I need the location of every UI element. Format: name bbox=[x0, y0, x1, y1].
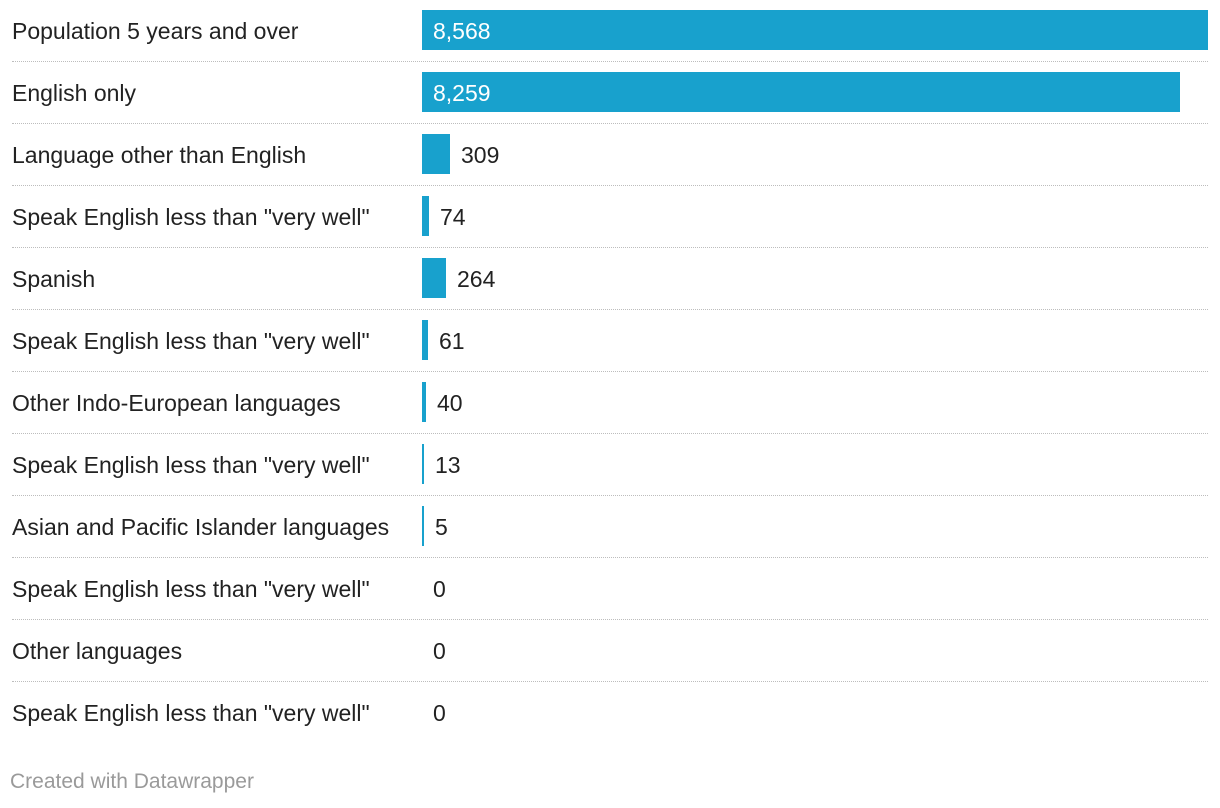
bar bbox=[422, 10, 1208, 50]
chart-row: English only 8,259 bbox=[0, 62, 1208, 124]
bar bbox=[422, 444, 424, 484]
chart-row: Spanish 264 bbox=[0, 248, 1208, 310]
row-divider bbox=[12, 247, 1208, 248]
chart-row: Population 5 years and over 8,568 bbox=[0, 0, 1208, 62]
category-label: Speak English less than "very well" bbox=[12, 452, 370, 478]
bar bbox=[422, 506, 424, 546]
credit-footer[interactable]: Created with Datawrapper bbox=[10, 770, 254, 793]
value-label: 0 bbox=[433, 576, 446, 602]
row-divider bbox=[12, 433, 1208, 434]
chart-row: Speak English less than "very well" 0 bbox=[0, 682, 1208, 744]
value-label: 5 bbox=[435, 514, 448, 540]
chart-row: Speak English less than "very well" 0 bbox=[0, 558, 1208, 620]
category-label: Speak English less than "very well" bbox=[12, 576, 370, 602]
bar bbox=[422, 258, 446, 298]
value-label: 61 bbox=[439, 328, 465, 354]
category-label: Other languages bbox=[12, 638, 183, 664]
value-label: 74 bbox=[440, 204, 466, 230]
value-label: 8,568 bbox=[433, 18, 491, 44]
category-label: Speak English less than "very well" bbox=[12, 328, 370, 354]
row-divider bbox=[12, 185, 1208, 186]
row-divider bbox=[12, 681, 1208, 682]
bar bbox=[422, 196, 429, 236]
row-divider bbox=[12, 619, 1208, 620]
row-divider bbox=[12, 371, 1208, 372]
row-divider bbox=[12, 61, 1208, 62]
value-label: 264 bbox=[457, 266, 496, 292]
chart-row: Speak English less than "very well" 13 bbox=[0, 434, 1208, 496]
category-label: English only bbox=[12, 80, 137, 106]
value-label: 309 bbox=[461, 142, 500, 168]
bar bbox=[422, 382, 426, 422]
row-divider bbox=[12, 309, 1208, 310]
chart-row: Speak English less than "very well" 61 bbox=[0, 310, 1208, 372]
value-label: 0 bbox=[433, 700, 446, 726]
row-divider bbox=[12, 557, 1208, 558]
bar bbox=[422, 72, 1180, 112]
value-label: 0 bbox=[433, 638, 446, 664]
value-label: 8,259 bbox=[433, 80, 491, 106]
bar bbox=[422, 134, 450, 174]
chart-row: Speak English less than "very well" 74 bbox=[0, 186, 1208, 248]
chart-row: Asian and Pacific Islander languages 5 bbox=[0, 496, 1208, 558]
category-label: Spanish bbox=[12, 266, 96, 292]
category-label: Population 5 years and over bbox=[12, 18, 299, 44]
row-divider bbox=[12, 495, 1208, 496]
category-label: Language other than English bbox=[12, 142, 307, 168]
category-label: Speak English less than "very well" bbox=[12, 204, 370, 230]
value-label: 40 bbox=[437, 390, 463, 416]
bar bbox=[422, 320, 428, 360]
row-divider bbox=[12, 123, 1208, 124]
category-label: Speak English less than "very well" bbox=[12, 700, 370, 726]
category-label: Asian and Pacific Islander languages bbox=[12, 514, 390, 540]
chart-row: Other Indo-European languages 40 bbox=[0, 372, 1208, 434]
chart-row: Language other than English 309 bbox=[0, 124, 1208, 186]
category-label: Other Indo-European languages bbox=[12, 390, 341, 416]
chart-row: Other languages 0 bbox=[0, 620, 1208, 682]
value-label: 13 bbox=[435, 452, 461, 478]
